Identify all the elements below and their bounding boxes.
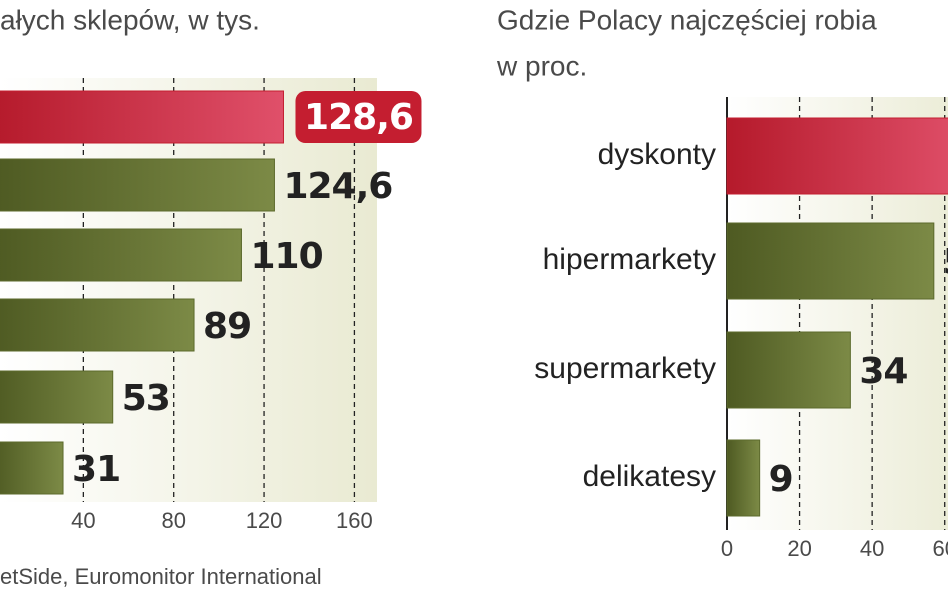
category-label: hipermarkety <box>543 243 716 276</box>
x-tick-label: 160 <box>336 508 373 533</box>
chart-subtitle: w proc. <box>496 50 587 81</box>
category-label: supermarkety <box>534 352 716 385</box>
value-label: 31 <box>72 449 120 490</box>
bar <box>726 331 851 409</box>
source: etSide, Euromonitor International <box>0 564 322 589</box>
chart-title: ałych sklepów, w tys. <box>0 4 260 35</box>
x-tick-label: 120 <box>246 508 283 533</box>
x-tick-label: 80 <box>161 508 185 533</box>
bar <box>0 158 275 212</box>
value-label: 9 <box>769 459 793 500</box>
value-label: 128,6 <box>304 97 413 138</box>
bar <box>726 222 935 300</box>
x-tick-label: 0 <box>721 536 733 561</box>
bar <box>726 439 761 517</box>
value-label-box <box>295 91 422 143</box>
value-label: 89 <box>203 306 251 347</box>
x-tick-label: 20 <box>787 536 811 561</box>
bar <box>726 117 948 195</box>
category-label: delikatesy <box>583 460 716 493</box>
value-label: 57 <box>943 242 948 283</box>
bar <box>0 90 284 144</box>
value-label: 34 <box>859 351 907 392</box>
value-label: 110 <box>250 236 322 277</box>
x-tick-label: 60 <box>932 536 948 561</box>
value-label: 124,6 <box>283 166 392 207</box>
bar <box>0 228 242 282</box>
category-label: dyskonty <box>598 138 716 171</box>
chart-title: Gdzie Polacy najczęściej robia <box>497 4 877 35</box>
bar <box>0 298 195 352</box>
x-tick-label: 40 <box>71 508 95 533</box>
value-label: 53 <box>122 378 170 419</box>
bar <box>0 370 114 424</box>
bar <box>0 441 64 495</box>
x-tick-label: 40 <box>860 536 884 561</box>
plot-background <box>0 78 377 502</box>
